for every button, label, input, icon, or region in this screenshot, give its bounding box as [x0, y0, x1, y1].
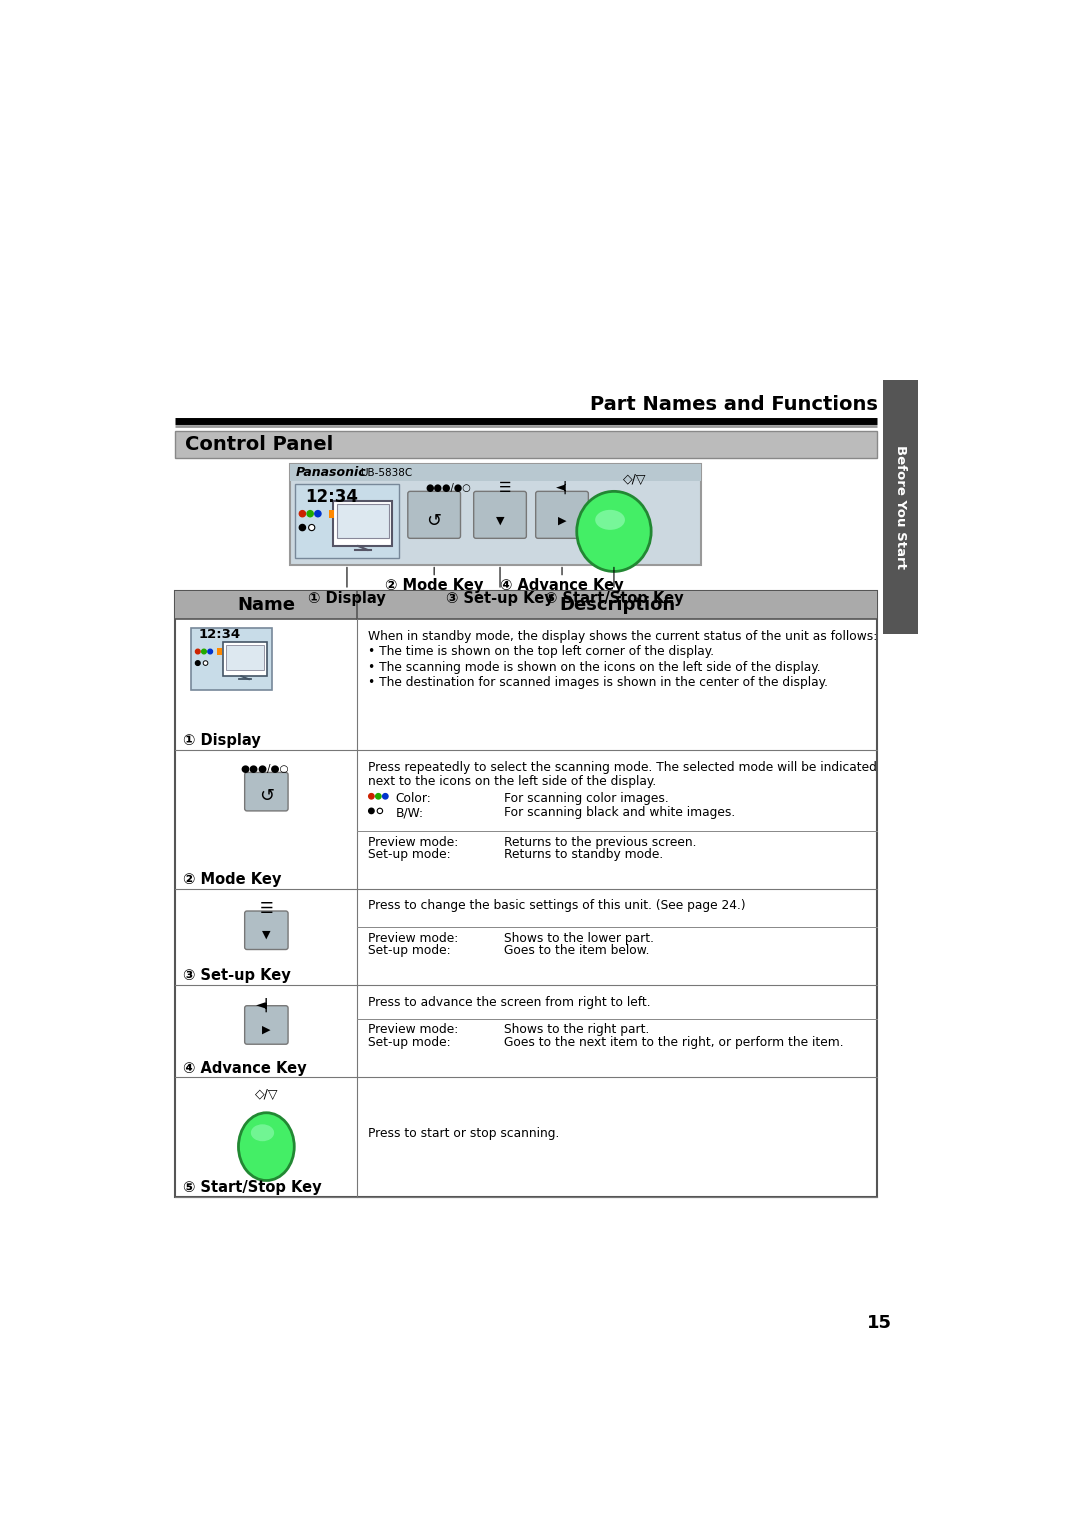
Text: When in standby mode, the display shows the current status of the unit as follow: When in standby mode, the display shows … [368, 630, 878, 643]
FancyBboxPatch shape [334, 501, 392, 545]
Text: • The time is shown on the top left corner of the display.: • The time is shown on the top left corn… [368, 645, 714, 659]
FancyBboxPatch shape [328, 510, 334, 518]
Circle shape [368, 793, 374, 799]
Text: Part Names and Functions: Part Names and Functions [590, 396, 877, 414]
Circle shape [368, 808, 374, 813]
FancyBboxPatch shape [882, 380, 918, 634]
Text: ▶: ▶ [262, 1025, 271, 1034]
Text: Description: Description [559, 596, 675, 614]
Text: ◇/▽: ◇/▽ [623, 474, 647, 486]
Circle shape [299, 524, 306, 530]
Text: Shows to the right part.: Shows to the right part. [504, 1024, 649, 1036]
Text: 12:34: 12:34 [199, 628, 241, 640]
FancyBboxPatch shape [175, 431, 877, 458]
FancyBboxPatch shape [295, 484, 400, 558]
Text: ◄▏: ◄▏ [555, 481, 575, 494]
Text: Press to start or stop scanning.: Press to start or stop scanning. [368, 1126, 559, 1140]
FancyBboxPatch shape [175, 591, 877, 1196]
FancyBboxPatch shape [245, 1005, 288, 1044]
Text: Goes to the item below.: Goes to the item below. [504, 944, 649, 957]
Text: UB-5838C: UB-5838C [360, 468, 411, 478]
FancyBboxPatch shape [291, 465, 701, 481]
FancyBboxPatch shape [217, 648, 221, 654]
Circle shape [195, 649, 200, 654]
FancyBboxPatch shape [245, 773, 288, 811]
FancyBboxPatch shape [227, 645, 264, 669]
Circle shape [207, 649, 213, 654]
Text: ⑤ Start/Stop Key: ⑤ Start/Stop Key [544, 591, 684, 605]
Text: ●●●/●○: ●●●/●○ [426, 483, 471, 492]
FancyBboxPatch shape [291, 465, 701, 564]
Text: Preview mode:: Preview mode: [368, 836, 459, 848]
Text: ① Display: ① Display [183, 733, 260, 749]
Circle shape [309, 524, 314, 530]
Text: Before You Start: Before You Start [894, 445, 907, 568]
Text: B/W:: B/W: [395, 807, 423, 819]
Circle shape [299, 510, 306, 516]
Text: For scanning black and white images.: For scanning black and white images. [504, 807, 735, 819]
FancyBboxPatch shape [337, 504, 389, 538]
Text: Press to advance the screen from right to left.: Press to advance the screen from right t… [368, 996, 651, 1008]
Circle shape [202, 649, 206, 654]
Text: 12:34: 12:34 [306, 487, 359, 506]
Text: ●●●/●○: ●●●/●○ [241, 764, 289, 775]
Text: next to the icons on the left side of the display.: next to the icons on the left side of th… [368, 775, 657, 788]
Circle shape [376, 793, 381, 799]
Ellipse shape [239, 1112, 294, 1181]
Text: 15: 15 [866, 1314, 891, 1332]
Text: Returns to the previous screen.: Returns to the previous screen. [504, 836, 697, 848]
Text: ▶: ▶ [557, 516, 566, 526]
FancyBboxPatch shape [175, 591, 877, 619]
Text: • The destination for scanned images is shown in the center of the display.: • The destination for scanned images is … [368, 677, 828, 689]
FancyBboxPatch shape [408, 492, 460, 538]
Text: Shows to the lower part.: Shows to the lower part. [504, 932, 653, 944]
Circle shape [314, 510, 321, 516]
FancyBboxPatch shape [224, 642, 267, 677]
Text: ④ Advance Key: ④ Advance Key [183, 1060, 307, 1076]
FancyBboxPatch shape [536, 492, 589, 538]
Text: ⑤ Start/Stop Key: ⑤ Start/Stop Key [183, 1180, 322, 1195]
Text: ↺: ↺ [427, 512, 442, 530]
Text: Set-up mode:: Set-up mode: [368, 1036, 451, 1048]
Text: Goes to the next item to the right, or perform the item.: Goes to the next item to the right, or p… [504, 1036, 843, 1048]
FancyBboxPatch shape [474, 492, 526, 538]
Ellipse shape [577, 492, 651, 571]
Text: Press to change the basic settings of this unit. (See page 24.): Press to change the basic settings of th… [368, 900, 746, 912]
Text: ② Mode Key: ② Mode Key [384, 579, 484, 593]
Text: ③ Set-up Key: ③ Set-up Key [446, 591, 554, 605]
Text: Color:: Color: [395, 792, 431, 805]
Text: Set-up mode:: Set-up mode: [368, 848, 451, 860]
Circle shape [307, 510, 313, 516]
Text: Set-up mode:: Set-up mode: [368, 944, 451, 957]
Text: ☰: ☰ [499, 480, 512, 495]
Text: ① Display: ① Display [308, 591, 386, 605]
Text: ◄▏: ◄▏ [256, 998, 276, 1012]
Ellipse shape [251, 1125, 274, 1141]
Text: ▼: ▼ [262, 931, 271, 940]
Text: Name: Name [238, 596, 295, 614]
Text: • The scanning mode is shown on the icons on the left side of the display.: • The scanning mode is shown on the icon… [368, 660, 821, 674]
Text: Returns to standby mode.: Returns to standby mode. [504, 848, 663, 860]
Ellipse shape [595, 510, 625, 530]
Circle shape [203, 660, 207, 665]
Text: Press repeatedly to select the scanning mode. The selected mode will be indicate: Press repeatedly to select the scanning … [368, 761, 877, 773]
Circle shape [382, 793, 388, 799]
Text: ④ Advance Key: ④ Advance Key [500, 579, 624, 593]
Text: ③ Set-up Key: ③ Set-up Key [183, 969, 291, 983]
Text: ▼: ▼ [496, 516, 504, 526]
Text: Preview mode:: Preview mode: [368, 1024, 459, 1036]
FancyBboxPatch shape [191, 628, 272, 691]
Text: ☰: ☰ [259, 902, 273, 915]
Text: ② Mode Key: ② Mode Key [183, 872, 282, 886]
FancyBboxPatch shape [245, 911, 288, 949]
Text: Control Panel: Control Panel [185, 435, 333, 454]
Text: ◇/▽: ◇/▽ [255, 1088, 279, 1102]
Circle shape [377, 808, 382, 813]
Text: ↺: ↺ [259, 787, 274, 805]
Text: Panasonic: Panasonic [296, 466, 367, 480]
Text: For scanning color images.: For scanning color images. [504, 792, 669, 805]
Circle shape [195, 660, 200, 665]
Text: Preview mode:: Preview mode: [368, 932, 459, 944]
